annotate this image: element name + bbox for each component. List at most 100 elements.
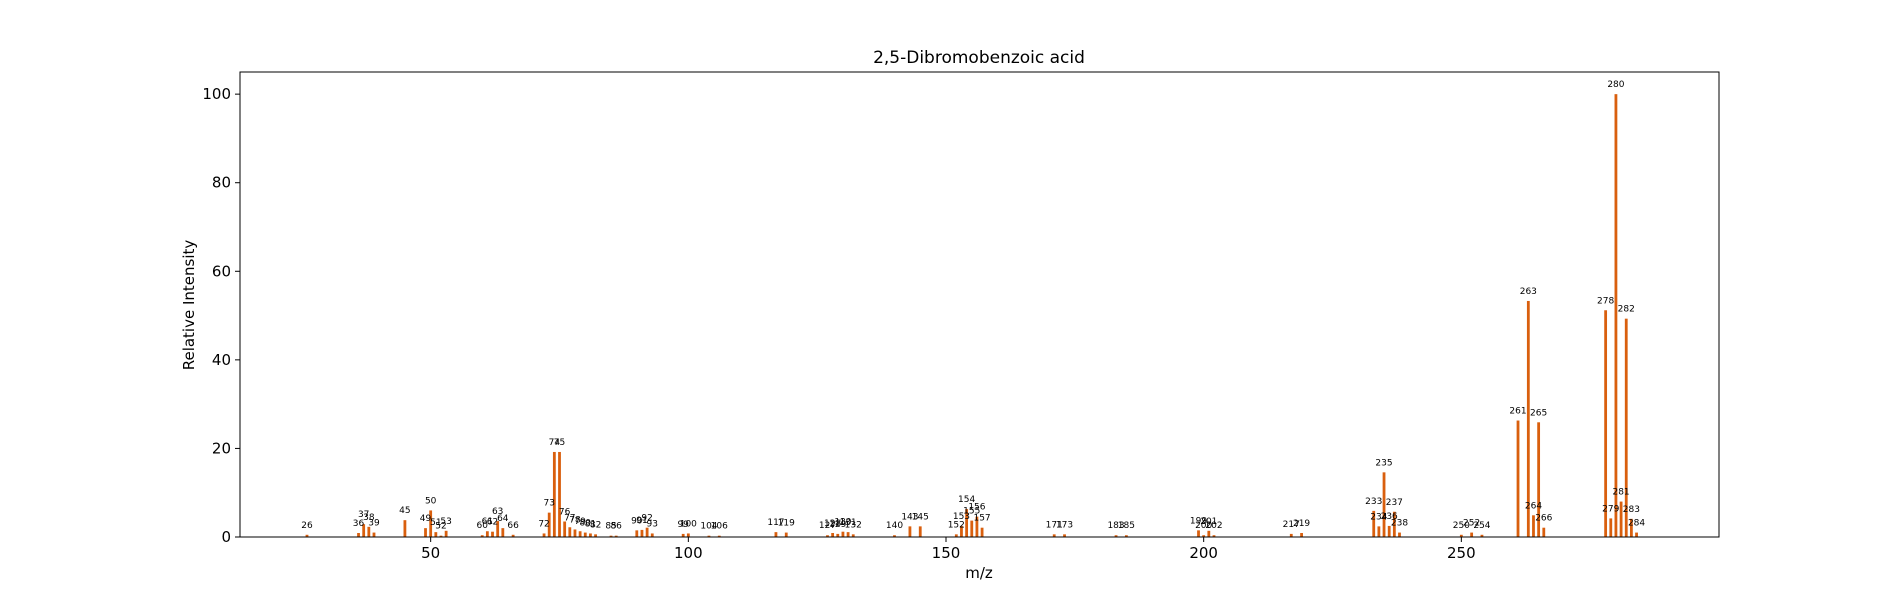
peak-label-217: 217 [1283, 520, 1300, 530]
peak-label-237: 237 [1386, 498, 1403, 508]
peak-label-100: 100 [680, 519, 697, 529]
peak-label-128: 128 [824, 519, 841, 529]
y-tick-label-100: 100 [202, 85, 231, 103]
peak-label-63: 63 [492, 507, 503, 517]
peak-bar-64 [501, 528, 505, 537]
peak-bar-264 [1532, 515, 1535, 537]
peak-bar-76 [563, 521, 567, 537]
peak-bar-201 [1207, 530, 1211, 537]
peak-bar-100 [686, 533, 690, 537]
peak-label-278: 278 [1597, 296, 1614, 306]
peak-bar-278 [1604, 310, 1608, 537]
peak-label-282: 282 [1618, 305, 1635, 315]
peak-bar-153 [960, 525, 963, 537]
plot-frame [239, 71, 1720, 538]
peak-bar-127 [826, 535, 829, 537]
peak-label-171: 171 [1046, 520, 1063, 530]
peak-bar-252 [1470, 532, 1474, 537]
peak-bar-254 [1480, 534, 1484, 537]
peak-label-76: 76 [559, 508, 571, 518]
peak-bar-93 [650, 533, 654, 537]
peak-bar-85 [609, 535, 613, 537]
peak-label-152: 152 [948, 520, 965, 530]
peak-bar-74 [552, 451, 556, 537]
peak-bar-157 [980, 527, 984, 537]
peak-bar-37 [362, 524, 366, 537]
peak-label-117: 117 [767, 518, 784, 528]
peak-label-72: 72 [538, 519, 549, 529]
peak-label-201: 201 [1200, 517, 1217, 527]
peak-bar-202 [1212, 535, 1216, 537]
peak-label-202: 202 [1205, 521, 1222, 531]
peak-label-85: 85 [605, 522, 616, 532]
peak-label-38: 38 [363, 513, 375, 523]
peak-bar-173 [1063, 534, 1066, 537]
peak-label-49: 49 [420, 514, 432, 524]
peak-label-60: 60 [476, 521, 488, 531]
peak-bar-104 [707, 535, 711, 537]
peak-label-234: 234 [1370, 512, 1387, 522]
peak-label-173: 173 [1056, 520, 1073, 530]
peak-label-153: 153 [953, 512, 970, 522]
x-tick-label-250: 250 [1447, 544, 1476, 562]
peak-bar-279 [1609, 518, 1613, 537]
peak-bar-26 [305, 534, 309, 537]
peak-bar-78 [573, 529, 577, 537]
peak-bar-265 [1537, 422, 1541, 537]
peak-label-62: 62 [487, 518, 498, 528]
chart-title: 2,5-Dibromobenzoic acid [873, 48, 1085, 68]
peak-bar-145 [918, 526, 922, 537]
peak-label-145: 145 [912, 512, 929, 522]
peak-label-250: 250 [1453, 521, 1470, 531]
peak-label-127: 127 [819, 521, 836, 531]
peak-bar-185 [1124, 535, 1128, 537]
peak-bar-199 [1197, 530, 1200, 537]
peak-label-129: 129 [829, 520, 846, 530]
peak-label-252: 252 [1463, 519, 1480, 529]
peak-label-37: 37 [358, 510, 369, 520]
peak-bar-86 [614, 535, 618, 537]
peak-label-143: 143 [901, 512, 918, 522]
peak-label-45: 45 [399, 506, 410, 516]
peak-label-199: 199 [1190, 516, 1207, 526]
peak-bar-38 [367, 526, 371, 537]
peak-label-235: 235 [1375, 458, 1392, 468]
peak-label-51: 51 [430, 518, 441, 528]
peak-bar-79 [578, 531, 582, 537]
peak-bar-234 [1377, 526, 1381, 537]
peak-bar-282 [1624, 318, 1628, 537]
peak-bar-128 [831, 533, 835, 537]
peak-label-236: 236 [1381, 512, 1398, 522]
peak-bar-51 [434, 532, 438, 537]
x-tick-label-200: 200 [1189, 544, 1218, 562]
y-tick-label-40: 40 [212, 351, 231, 369]
y-axis-title: Relative Intensity [180, 240, 198, 371]
peak-bar-238 [1398, 532, 1401, 537]
peak-label-280: 280 [1607, 80, 1624, 90]
peak-label-26: 26 [301, 521, 313, 531]
peak-label-90: 90 [631, 516, 643, 526]
peak-label-283: 283 [1623, 505, 1640, 515]
peak-label-132: 132 [845, 520, 862, 530]
peak-bar-284 [1635, 532, 1638, 537]
peak-label-61: 61 [482, 517, 493, 527]
peak-bar-119 [784, 532, 788, 537]
peak-bar-250 [1459, 534, 1463, 537]
peak-label-219: 219 [1293, 519, 1310, 529]
peak-bar-62 [491, 531, 494, 537]
x-tick-label-100: 100 [674, 544, 703, 562]
peak-bar-266 [1542, 527, 1546, 537]
peak-bar-75 [558, 451, 561, 537]
peak-label-119: 119 [778, 519, 795, 529]
peak-bar-90 [635, 530, 639, 537]
peak-label-154: 154 [958, 495, 975, 505]
peak-bar-171 [1052, 534, 1056, 537]
peak-bar-131 [846, 532, 850, 537]
peak-label-79: 79 [574, 517, 586, 527]
peak-label-185: 185 [1118, 521, 1135, 531]
peak-label-131: 131 [839, 518, 856, 528]
peak-bar-73 [547, 512, 551, 537]
peak-bar-235 [1382, 472, 1386, 537]
